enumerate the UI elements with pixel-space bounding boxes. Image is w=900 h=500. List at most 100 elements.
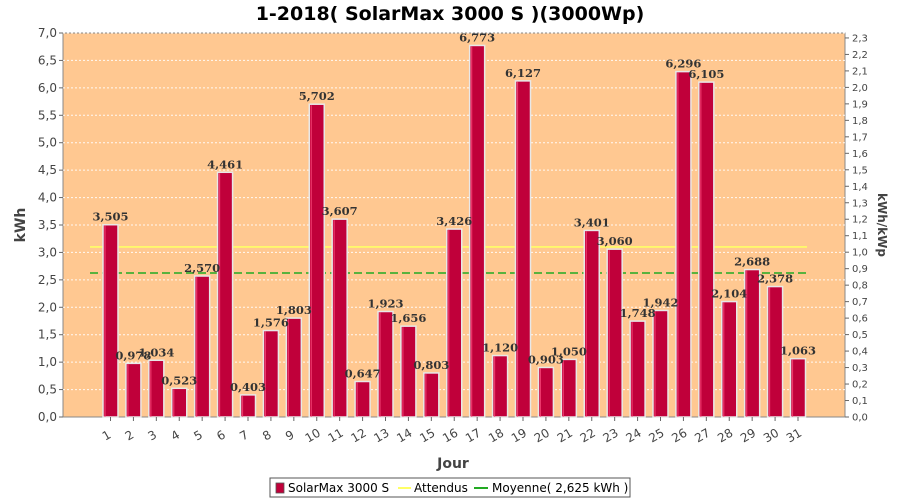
legend-label-series: SolarMax 3000 S [288, 481, 389, 495]
bar-value-label: 2,570 [184, 261, 220, 275]
bar-value-label: 1,120 [482, 341, 518, 355]
bar-value-label: 3,060 [597, 234, 633, 248]
x-tick-label: 13 [371, 426, 391, 446]
legend-bar-swatch [275, 482, 285, 494]
y-tick-label: 4,0 [38, 191, 57, 205]
x-tick-label: 25 [646, 426, 666, 446]
bar-value-label: 3,426 [436, 214, 472, 228]
x-tick-label: 11 [326, 426, 346, 446]
y-tick-label: 2,0 [38, 300, 57, 314]
x-tick-label: 7 [237, 428, 251, 444]
y-right-tick-label: 1,1 [852, 231, 868, 242]
x-tick-label: 29 [738, 426, 758, 446]
y-tick-label: 7,0 [38, 26, 57, 40]
bar-value-label: 1,063 [780, 344, 816, 358]
y-right-tick-label: 2,1 [852, 66, 868, 77]
legend: SolarMax 3000 S Attendus Moyenne( 2,625 … [269, 477, 631, 498]
legend-label-attendus: Attendus [414, 481, 468, 495]
x-tick-label: 19 [509, 426, 529, 446]
bar-value-label: 0,523 [161, 373, 197, 387]
bar-value-label: 6,105 [688, 67, 724, 81]
bar-value-label: 4,461 [207, 157, 243, 171]
y-tick-label: 3,5 [38, 218, 57, 232]
y-tick-label: 1,5 [38, 328, 57, 342]
x-tick-label: 30 [761, 426, 781, 446]
y-right-tick-label: 1,4 [852, 182, 868, 193]
y-right-tick-label: 1,8 [852, 116, 868, 127]
x-tick-label: 26 [669, 426, 689, 446]
x-tick-label: 21 [555, 426, 575, 446]
bar-value-label: 1,656 [390, 311, 426, 325]
y-right-tick-label: 1,6 [852, 149, 868, 160]
bar-value-label: 0,647 [345, 367, 381, 381]
bar-value-label: 0,903 [528, 352, 564, 366]
y-tick-label: 5,5 [38, 108, 57, 122]
legend-box [269, 477, 631, 498]
y-tick-label: 6,0 [38, 81, 57, 95]
y-axis-left: 0,0 0,5 1,0 1,5 2,0 2,5 3,0 3,5 4,0 4,5 5,0 5,5 6,0 6… [38, 26, 63, 424]
y-right-tick-label: 0,6 [852, 314, 868, 325]
x-tick-label: 8 [260, 428, 274, 444]
y-right-tick-label: 0,8 [852, 281, 868, 292]
bar-value-label: 0,978 [115, 348, 151, 362]
y-axis-right: 0,0 0,1 0,2 0,3 0,4 0,5 0,6 0,7 0,8 0,9 1,0 1,1 1,2 1… [845, 33, 868, 424]
x-tick-label: 31 [784, 426, 804, 446]
y-right-tick-label: 0,2 [852, 380, 868, 391]
bar-value-label: 1,942 [642, 295, 678, 309]
chart-title: 1-2018( SolarMax 3000 S )(3000Wp) [256, 3, 645, 25]
bar-value-label: 6,127 [505, 66, 541, 80]
bar-value-label: 1,034 [138, 345, 174, 359]
y-tick-label: 0,0 [38, 410, 57, 424]
x-tick-label: 9 [283, 428, 297, 444]
x-tick-label: 10 [303, 426, 323, 446]
y-axis-right-label: kWh/kWp [875, 193, 889, 257]
bar-value-label: 0,403 [230, 380, 266, 394]
y-right-tick-label: 2,0 [852, 83, 868, 94]
bar-value-label: 2,378 [757, 272, 793, 286]
y-tick-label: 4,5 [38, 163, 57, 177]
x-tick-label: 28 [715, 426, 735, 446]
y-tick-label: 1,0 [38, 355, 57, 369]
bar-value-label: 2,688 [734, 255, 770, 269]
y-tick-label: 0,5 [38, 383, 57, 397]
bar-value-label: 5,702 [299, 89, 335, 103]
x-tick-label: 12 [348, 426, 368, 446]
x-tick-label: 5 [191, 428, 205, 444]
bar-value-label: 1,803 [276, 303, 312, 317]
y-right-tick-label: 2,3 [852, 33, 868, 44]
y-right-tick-label: 1,5 [852, 165, 868, 176]
y-right-tick-label: 0,9 [852, 264, 868, 275]
x-tick-label: 3 [146, 428, 160, 444]
bar-value-label: 2,104 [711, 287, 747, 301]
y-right-tick-label: 0,7 [852, 297, 868, 308]
y-right-tick-label: 1,0 [852, 248, 868, 259]
y-tick-label: 6,5 [38, 53, 57, 67]
x-tick-label: 15 [417, 426, 437, 446]
x-tick-label: 27 [692, 426, 712, 446]
y-right-tick-label: 0,3 [852, 363, 868, 374]
bar-value-label: 1,748 [620, 306, 656, 320]
y-tick-label: 3,0 [38, 245, 57, 259]
bars [102, 44, 807, 418]
bar-value-label: 1,923 [367, 297, 403, 311]
x-tick-label: 16 [440, 426, 460, 446]
bar-value-label: 3,505 [92, 210, 128, 224]
legend-label-moyenne: Moyenne( 2,625 kWh ) [492, 481, 628, 495]
y-right-tick-label: 1,9 [852, 99, 868, 110]
bar-value-label: 6,296 [665, 57, 701, 71]
x-tick-label: 18 [486, 426, 506, 446]
y-right-tick-label: 0,5 [852, 330, 868, 341]
x-tick-label: 17 [463, 426, 483, 446]
y-right-tick-label: 2,2 [852, 50, 868, 61]
x-tick-label: 2 [123, 428, 137, 444]
y-right-tick-label: 0,1 [852, 396, 868, 407]
bar-value-label: 3,607 [322, 204, 358, 218]
x-tick-label: 20 [532, 426, 552, 446]
y-right-tick-label: 0,0 [852, 413, 868, 424]
x-axis-label: Jour [436, 456, 469, 472]
y-right-tick-label: 1,2 [852, 215, 868, 226]
y-right-tick-label: 1,3 [852, 198, 868, 209]
x-tick-label: 14 [394, 426, 414, 446]
